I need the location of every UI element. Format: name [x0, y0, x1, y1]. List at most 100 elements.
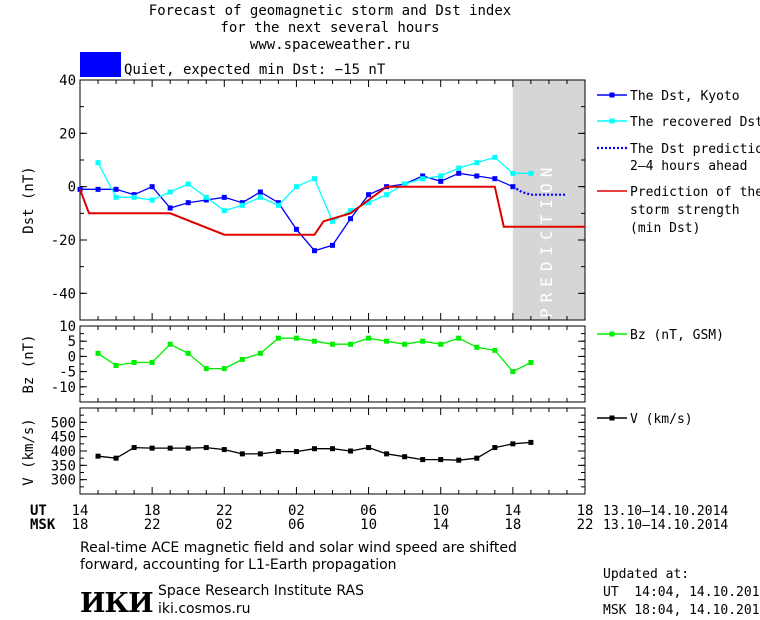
ut-tick-label: 18 — [577, 503, 594, 519]
series-line-0-3 — [79, 185, 585, 236]
data-point — [528, 439, 534, 445]
title-line-3: www.spaceweather.ru — [249, 37, 411, 53]
data-point — [384, 338, 390, 344]
data-point — [384, 192, 390, 198]
data-point — [275, 335, 281, 341]
plot-frame — [79, 79, 586, 321]
data-point — [366, 200, 372, 206]
data-point — [257, 350, 263, 356]
y-tick-label: -20 — [51, 233, 76, 249]
data-point — [167, 205, 173, 211]
data-point — [113, 186, 119, 192]
y-axis-label-v: V (km/s) — [21, 418, 37, 485]
msk-tick-label: 14 — [432, 517, 449, 533]
data-point — [492, 176, 498, 182]
data-point — [420, 457, 426, 463]
data-point — [131, 359, 137, 365]
data-point — [239, 202, 245, 208]
msk-tick-label: 18 — [72, 517, 89, 533]
data-point — [221, 447, 227, 453]
series-line-2-0 — [97, 441, 531, 461]
data-point — [366, 192, 372, 198]
ut-tick-label: 18 — [144, 503, 161, 519]
status-text: Quiet, expected min Dst: −15 nT — [124, 62, 386, 78]
data-point — [311, 338, 317, 344]
y-tick-label: 300 — [51, 473, 76, 489]
y-tick-label: 40 — [59, 73, 76, 89]
data-point — [474, 455, 480, 461]
msk-date-range: 13.10–14.10.2014 — [603, 518, 728, 533]
data-point — [221, 208, 227, 214]
data-point — [95, 350, 101, 356]
y-tick-label: 0 — [68, 349, 76, 365]
ut-tick-label: 14 — [504, 503, 521, 519]
ut-tick-label: 06 — [360, 503, 377, 519]
data-point — [420, 338, 426, 344]
data-point — [456, 457, 462, 463]
ut-axis-label: UT — [30, 503, 47, 519]
data-point — [366, 335, 372, 341]
data-point — [185, 200, 191, 206]
data-point — [203, 445, 209, 451]
institute-url[interactable]: iki.cosmos.ru — [158, 601, 251, 617]
y-tick-label: 400 — [51, 444, 76, 460]
data-point — [330, 218, 335, 224]
data-point — [438, 178, 444, 184]
status-color-swatch — [80, 52, 121, 77]
data-point — [402, 181, 408, 187]
data-point — [474, 173, 480, 179]
data-point — [293, 449, 299, 455]
page-title: Forecast of geomagnetic storm and Dst in… — [0, 3, 660, 54]
data-point — [348, 341, 354, 347]
ut-tick-label: 10 — [432, 503, 449, 519]
data-point — [239, 356, 245, 362]
prediction-label: PREDICTION — [537, 162, 556, 318]
data-point — [95, 453, 101, 459]
data-point — [456, 165, 462, 171]
data-point — [131, 445, 137, 451]
updated-msk: MSK 18:04, 14.10.2014 — [603, 603, 760, 618]
msk-axis-label: MSK — [30, 517, 56, 533]
data-point — [456, 335, 462, 341]
data-point — [311, 446, 317, 452]
data-point — [113, 363, 119, 369]
y-tick-label: -40 — [51, 286, 76, 302]
title-line-2: for the next several hours — [220, 20, 440, 36]
data-point — [420, 173, 426, 179]
legend-bz-label: Bz (nT, GSM) — [630, 328, 724, 343]
legend-recovered-marker — [609, 118, 615, 124]
data-point — [239, 200, 245, 206]
updated-label: Updated at: — [603, 567, 690, 582]
ut-tick-label: 02 — [288, 503, 305, 519]
data-point — [149, 359, 155, 365]
y-tick-label: 10 — [59, 319, 76, 335]
prediction-zone — [512, 80, 585, 320]
msk-tick-label: 18 — [504, 517, 521, 533]
msk-tick-label: 06 — [288, 517, 305, 533]
msk-tick-label: 22 — [577, 517, 594, 533]
data-point — [510, 184, 516, 190]
data-point — [438, 457, 444, 463]
plot-frame — [79, 325, 586, 403]
legend-v-label: V (km/s) — [630, 412, 693, 427]
y-tick-label: 500 — [51, 415, 76, 431]
data-point — [348, 216, 354, 222]
y-tick-label: 0 — [68, 180, 76, 196]
data-point — [275, 200, 281, 206]
data-point — [474, 344, 480, 350]
data-point — [438, 173, 444, 179]
data-point — [510, 441, 516, 447]
data-point — [402, 341, 408, 347]
data-point — [221, 194, 227, 200]
legend-kyoto-marker — [609, 92, 615, 98]
data-point — [203, 194, 209, 200]
data-point — [203, 197, 209, 203]
data-point — [293, 226, 299, 232]
data-point — [528, 170, 534, 176]
data-point — [510, 170, 516, 176]
data-point — [149, 197, 155, 203]
data-point — [293, 184, 299, 190]
data-point — [185, 350, 191, 356]
data-point — [438, 341, 444, 347]
